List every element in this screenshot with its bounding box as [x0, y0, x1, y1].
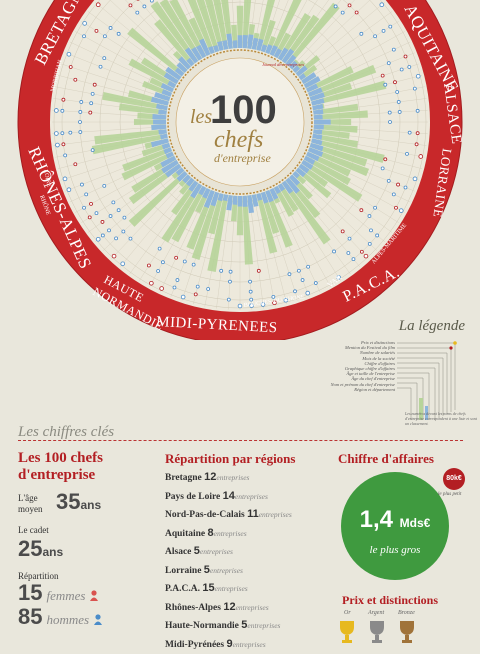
prizes-heading: Prix et distinctions: [342, 592, 438, 609]
chefs-wheel-graphic: Journal des entreprises les 100 chefs d'…: [0, 0, 480, 340]
region-row-name: Aquitaine: [165, 529, 205, 539]
regions-breakdown: Répartition par régions Bretagne 12entre…: [165, 450, 325, 654]
woman-icon: [89, 590, 99, 601]
gold-trophy-icon: [340, 621, 354, 643]
revenue-circle: 1,4 Mds€ le plus gros: [341, 472, 449, 580]
hommes-label: hommes: [46, 612, 89, 627]
region-row: Aquitaine 8entreprises: [165, 525, 325, 544]
center-chefs: chefs: [214, 127, 263, 153]
femmes-value: 15: [18, 580, 42, 605]
legend-title: La légende: [399, 318, 465, 335]
age-value: 35: [56, 489, 80, 514]
region-row-unit: entreprises: [235, 492, 268, 501]
region-row-unit: entreprises: [210, 566, 243, 575]
region-row-count: 15: [202, 582, 214, 594]
region-row: Nord-Pas-de-Calais 11entreprises: [165, 506, 325, 525]
region-row: Rhônes-Alpes 12entreprises: [165, 599, 325, 618]
region-row-name: Alsace: [165, 547, 191, 557]
center-number: 100: [210, 88, 277, 132]
age-label-1: L'âge: [18, 493, 50, 504]
region-row-unit: entreprises: [233, 640, 266, 649]
region-row-unit: entreprises: [259, 510, 292, 519]
key-figures-divider: [18, 440, 463, 441]
region-row: Lorraine 5entreprises: [165, 562, 325, 581]
revenue-unit: Mds€: [400, 516, 431, 530]
cadet-value: 25: [18, 536, 42, 561]
region-row: Haute-Normandie 5entreprises: [165, 617, 325, 636]
region-row-unit: entreprises: [216, 473, 249, 482]
revenue-sub: le plus gros: [341, 544, 449, 556]
region-row-unit: entreprises: [236, 603, 269, 612]
hommes-value: 85: [18, 604, 42, 629]
region-row: P.A.C.A. 15entreprises: [165, 580, 325, 599]
center-subtitle: d'entreprise: [214, 151, 271, 165]
trophy-icons: [338, 619, 438, 650]
region-row-name: Bretagne: [165, 473, 202, 483]
revenue-heading: Chiffre d'affaires: [338, 450, 473, 467]
age-label-2: moyen: [18, 504, 50, 515]
region-row: Midi-Pyrénées 9entreprises: [165, 636, 325, 654]
region-row: Bretagne 12entreprises: [165, 469, 325, 488]
chefs-summary: Les 100 chefs d'entreprise L'âge moyen 3…: [18, 450, 148, 630]
region-row: Pays de Loire 14entreprises: [165, 488, 325, 507]
femmes-label: femmes: [46, 588, 85, 603]
region-row-name: Haute-Normandie: [165, 621, 239, 631]
region-row-count: 14: [223, 490, 235, 502]
region-row-count: 12: [223, 601, 235, 613]
region-row: Alsace 5entreprises: [165, 543, 325, 562]
legend-note: Les numéros devant les noms de chefs d'e…: [405, 411, 477, 426]
region-row-count: 11: [247, 508, 259, 520]
min-revenue-badge: 80k€: [443, 468, 465, 490]
chefs-heading-2: d'entreprise: [18, 467, 148, 484]
region-row-name: Midi-Pyrénées: [165, 640, 224, 650]
bronze-trophy-icon: [400, 621, 414, 643]
region-row-unit: entreprises: [215, 584, 248, 593]
region-row-name: Nord-Pas-de-Calais: [165, 510, 245, 520]
region-row-unit: entreprises: [214, 529, 247, 538]
medal-bronze-label: Bronze: [398, 610, 415, 616]
chefs-heading-1: Les 100 chefs: [18, 450, 148, 467]
revenue-value: 1,4: [360, 506, 393, 533]
region-row-count: 12: [204, 471, 216, 483]
medal-argent-label: Argent: [368, 610, 384, 616]
cadet-label: Le cadet: [18, 525, 148, 536]
region-row-name: Pays de Loire: [165, 492, 220, 502]
silver-trophy-icon: [370, 621, 384, 643]
legend-item: Région et département: [305, 387, 395, 392]
center-journal-label: Journal des entreprises: [262, 62, 304, 67]
min-revenue-label: le plus petit: [438, 492, 461, 497]
region-row-unit: entreprises: [247, 621, 280, 630]
key-figures-title: Les chiffres clés: [18, 424, 114, 441]
cadet-unit: ans: [42, 545, 63, 559]
region-row-name: Lorraine: [165, 566, 201, 576]
age-unit: ans: [80, 498, 101, 512]
region-row-name: Rhônes-Alpes: [165, 603, 221, 613]
revenue-panel: Chiffre d'affaires 1,4 Mds€ le plus gros…: [338, 450, 473, 467]
region-row-unit: entreprises: [200, 547, 233, 556]
region-row-name: P.A.C.A.: [165, 584, 200, 594]
man-icon: [93, 614, 103, 625]
medal-or-label: Or: [344, 610, 351, 616]
regions-heading: Répartition par régions: [165, 450, 325, 467]
